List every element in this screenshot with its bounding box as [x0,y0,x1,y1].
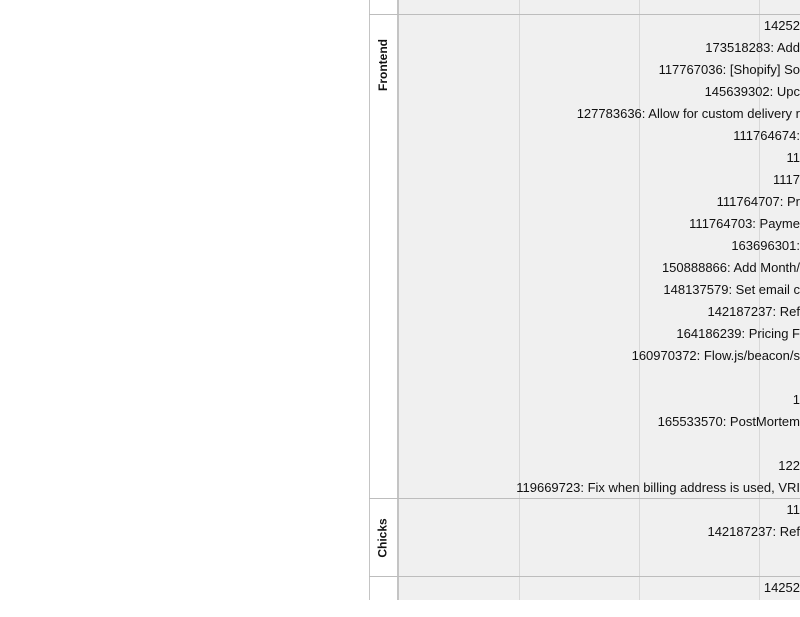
lane-label-chicks: Chicks [372,499,394,576]
story-item[interactable]: 111764707: Pr [717,191,800,213]
story-item[interactable]: 173518283: Add [705,37,800,59]
lane-label-text: Frontend [376,39,390,91]
story-item[interactable]: 142187237: Ref [707,521,800,543]
story-item[interactable]: 148137579: Set email c [663,279,800,301]
story-item[interactable]: 117767036: [Shopify] So [659,59,800,81]
story-item[interactable]: 163696301: [731,235,800,257]
story-item[interactable]: 160970372: Flow.js/beacon/s [632,345,800,367]
story-item[interactable]: 14252 [764,15,800,37]
story-item[interactable]: 119669723: Fix when billing address is u… [516,477,800,499]
story-item[interactable]: 1 [793,389,800,411]
story-item[interactable]: 1117 [773,169,800,191]
story-item[interactable]: 142187237: Ref [707,301,800,323]
story-item[interactable]: 111764674: [733,125,800,147]
lane-label-text: Chicks [376,518,390,557]
story-item[interactable]: 111764703: Payme [689,213,800,235]
story-item[interactable]: 11 [787,499,800,521]
lane-label-frontend: Frontend [372,15,394,115]
story-item[interactable]: 145639302: Upc [705,81,800,103]
story-item[interactable]: 14252 [764,577,800,599]
story-item[interactable]: 127783636: Allow for custom delivery r [577,103,800,125]
story-item[interactable]: 122 [778,455,800,477]
story-rows: 14252 173518283: Add 117767036: [Shopify… [400,0,800,600]
story-item[interactable]: 11 [787,147,800,169]
lane-label-next [372,577,394,617]
story-item[interactable]: 150888866: Add Month/ [662,257,800,279]
story-item[interactable]: 165533570: PostMortem [658,411,800,433]
story-item[interactable]: 164186239: Pricing F [676,323,800,345]
